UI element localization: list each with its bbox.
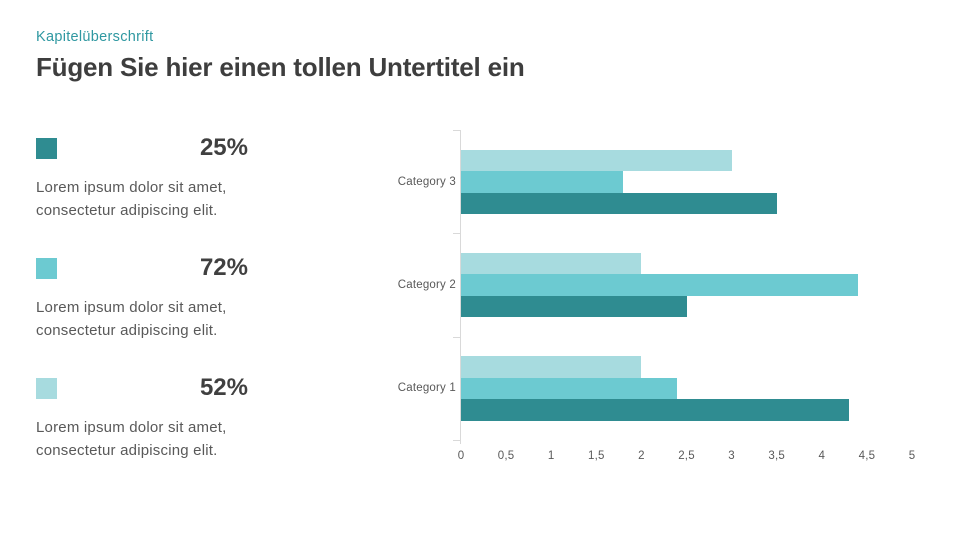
x-axis-tick-label: 5: [908, 450, 916, 462]
bar-series-2-category-2: [461, 274, 858, 296]
stat-percent-1: 25%: [199, 134, 248, 161]
x-axis-tick-label: 1,5: [588, 450, 605, 462]
axis-tick: [453, 233, 460, 235]
x-axis-tick-label: 0,5: [497, 450, 515, 462]
stat-header-3: 52%: [36, 374, 248, 401]
x-axis-tick-label: 2: [638, 450, 645, 462]
bar-series-1-category-1: [461, 399, 849, 421]
x-axis-tick-label: 3,5: [768, 450, 785, 462]
legend-swatch-series1: [36, 137, 57, 159]
bar-series-3-category-2: [461, 252, 642, 275]
chapter-heading: Kapitelüberschrift: [36, 29, 154, 45]
stat-item-3: 52% Lorem ipsum dolor sit amet, consecte…: [36, 374, 248, 462]
category-label-category-2: Category 2: [397, 279, 456, 291]
legend-swatch-series3: [36, 377, 57, 399]
axis-tick: [453, 336, 460, 338]
stat-item-2: 72% Lorem ipsum dolor sit amet, consecte…: [36, 254, 248, 342]
bar-series-1-category-3: [461, 192, 777, 214]
stat-description-3: Lorem ipsum dolor sit amet, consectetur …: [36, 419, 227, 459]
slide-title: Fügen Sie hier einen tollen Untertitel e…: [36, 52, 525, 82]
stat-percent-2: 72%: [199, 254, 248, 281]
stat-description-1: Lorem ipsum dolor sit amet, consectetur …: [36, 179, 227, 219]
x-axis-tick-label: 4,5: [858, 450, 876, 462]
axis-tick: [453, 130, 460, 131]
stat-percent-3: 52%: [199, 374, 248, 401]
x-axis-tick-label: 3: [728, 450, 735, 462]
bar-series-2-category-3: [461, 171, 624, 193]
stat-description-2: Lorem ipsum dolor sit amet, consectetur …: [36, 299, 227, 339]
category-label-category-1: Category 1: [397, 382, 456, 395]
x-axis-tick-label: 0: [457, 450, 465, 462]
legend-swatch-series2: [36, 257, 57, 279]
stat-item-1: 25% Lorem ipsum dolor sit amet, consecte…: [36, 134, 248, 222]
x-axis-labels: 0 0,5 1 1,5 2 2,5 3 3,5 4 4,5 5: [457, 450, 915, 464]
x-axis-tick-label: 1: [547, 450, 555, 462]
bar-series-3-category-3: [461, 149, 732, 171]
stat-header-1: 25%: [36, 134, 248, 161]
bar-chart: Category 3 Category 2 Category 1 0 0,5 1 1,5 2…: [360, 130, 930, 480]
plot-area: [461, 130, 912, 440]
bar-series-2-category-1: [461, 377, 678, 400]
axis-tick: [453, 440, 460, 441]
x-axis-tick-label: 2,5: [678, 450, 695, 462]
bar-series-3-category-1: [461, 356, 642, 378]
vertical-axis-line: [460, 130, 461, 444]
x-axis-tick-label: 4: [818, 450, 826, 462]
category-label-category-3: Category 3: [397, 175, 456, 188]
category-labels: Category 3 Category 2 Category 1: [360, 130, 456, 440]
stat-header-2: 72%: [36, 254, 248, 281]
bar-series-1-category-2: [461, 295, 687, 318]
